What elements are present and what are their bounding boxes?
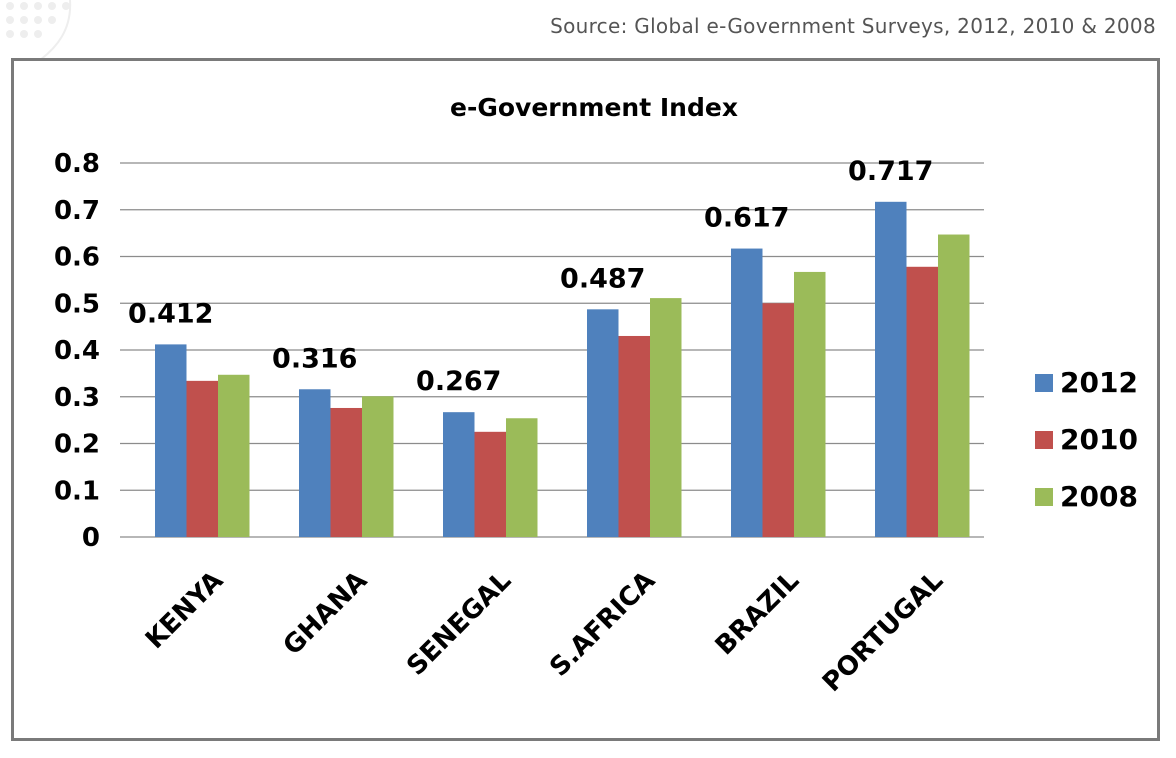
bar-2008-portugal [938, 234, 970, 537]
x-category-label: SENEGAL [401, 566, 517, 682]
bar-2008-safrica [650, 298, 682, 537]
source-note: Source: Global e-Government Surveys, 201… [550, 14, 1156, 38]
bar-2010-senegal [474, 431, 506, 537]
bar-2008-brazil [794, 271, 826, 537]
y-axis-ticks: 0 0.1 0.2 0.3 0.4 0.5 0.6 0.7 0.8 [54, 149, 100, 553]
y-tick-label: 0.7 [54, 196, 100, 226]
bar-2008-senegal [506, 418, 538, 537]
x-category-label: BRAZIL [710, 566, 806, 662]
data-label: 0.487 [560, 263, 645, 294]
y-tick-label: 0.1 [54, 476, 100, 506]
bar-2010-safrica [618, 335, 650, 537]
bar-2010-brazil [762, 303, 794, 537]
bar-2008-kenya [218, 374, 250, 537]
y-tick-label: 0.4 [54, 336, 100, 366]
gridlines [120, 162, 984, 538]
bar-2012-ghana [299, 389, 331, 537]
legend-swatch-2008 [1035, 488, 1053, 506]
legend: 2012 2010 2008 [1035, 366, 1138, 513]
y-tick-label: 0.3 [54, 383, 100, 413]
bar-2012-senegal [443, 412, 475, 537]
bar-2012-safrica [587, 309, 619, 537]
bar-2012-kenya [155, 344, 187, 537]
legend-label-2008: 2008 [1060, 480, 1138, 513]
data-label: 0.617 [704, 203, 789, 234]
y-tick-label: 0.6 [54, 243, 100, 273]
y-tick-label: 0.5 [54, 289, 100, 319]
bar-2012-brazil [731, 248, 763, 538]
chart-title: e-Government Index [450, 93, 738, 122]
data-label: 0.717 [848, 156, 933, 187]
legend-label-2012: 2012 [1060, 366, 1138, 399]
y-tick-label: 0.2 [54, 430, 100, 460]
bar-2012-portugal [875, 201, 907, 538]
x-category-label: GHANA [278, 566, 374, 662]
data-label: 0.316 [272, 343, 357, 374]
x-category-label: S.AFRICA [544, 566, 661, 683]
data-label: 0.412 [128, 298, 213, 329]
legend-swatch-2010 [1035, 431, 1053, 449]
bar-2010-kenya [186, 380, 218, 537]
bars [155, 201, 970, 538]
bar-2010-ghana [330, 407, 362, 537]
decorative-dots [6, 0, 72, 60]
bar-2008-ghana [362, 396, 394, 537]
x-category-label: PORTUGAL [817, 566, 949, 698]
legend-swatch-2012 [1035, 374, 1053, 392]
legend-label-2010: 2010 [1060, 423, 1138, 456]
y-tick-label: 0.8 [54, 149, 100, 179]
bar-2010-portugal [906, 266, 938, 537]
x-axis-labels: KENYA GHANA SENEGAL S.AFRICA BRAZIL PORTUGAL [140, 566, 949, 698]
data-label: 0.267 [416, 366, 501, 397]
x-category-label: KENYA [140, 566, 229, 655]
y-tick-label: 0 [82, 523, 100, 553]
data-labels: 0.412 0.316 0.267 0.487 0.617 0.717 [128, 156, 933, 397]
